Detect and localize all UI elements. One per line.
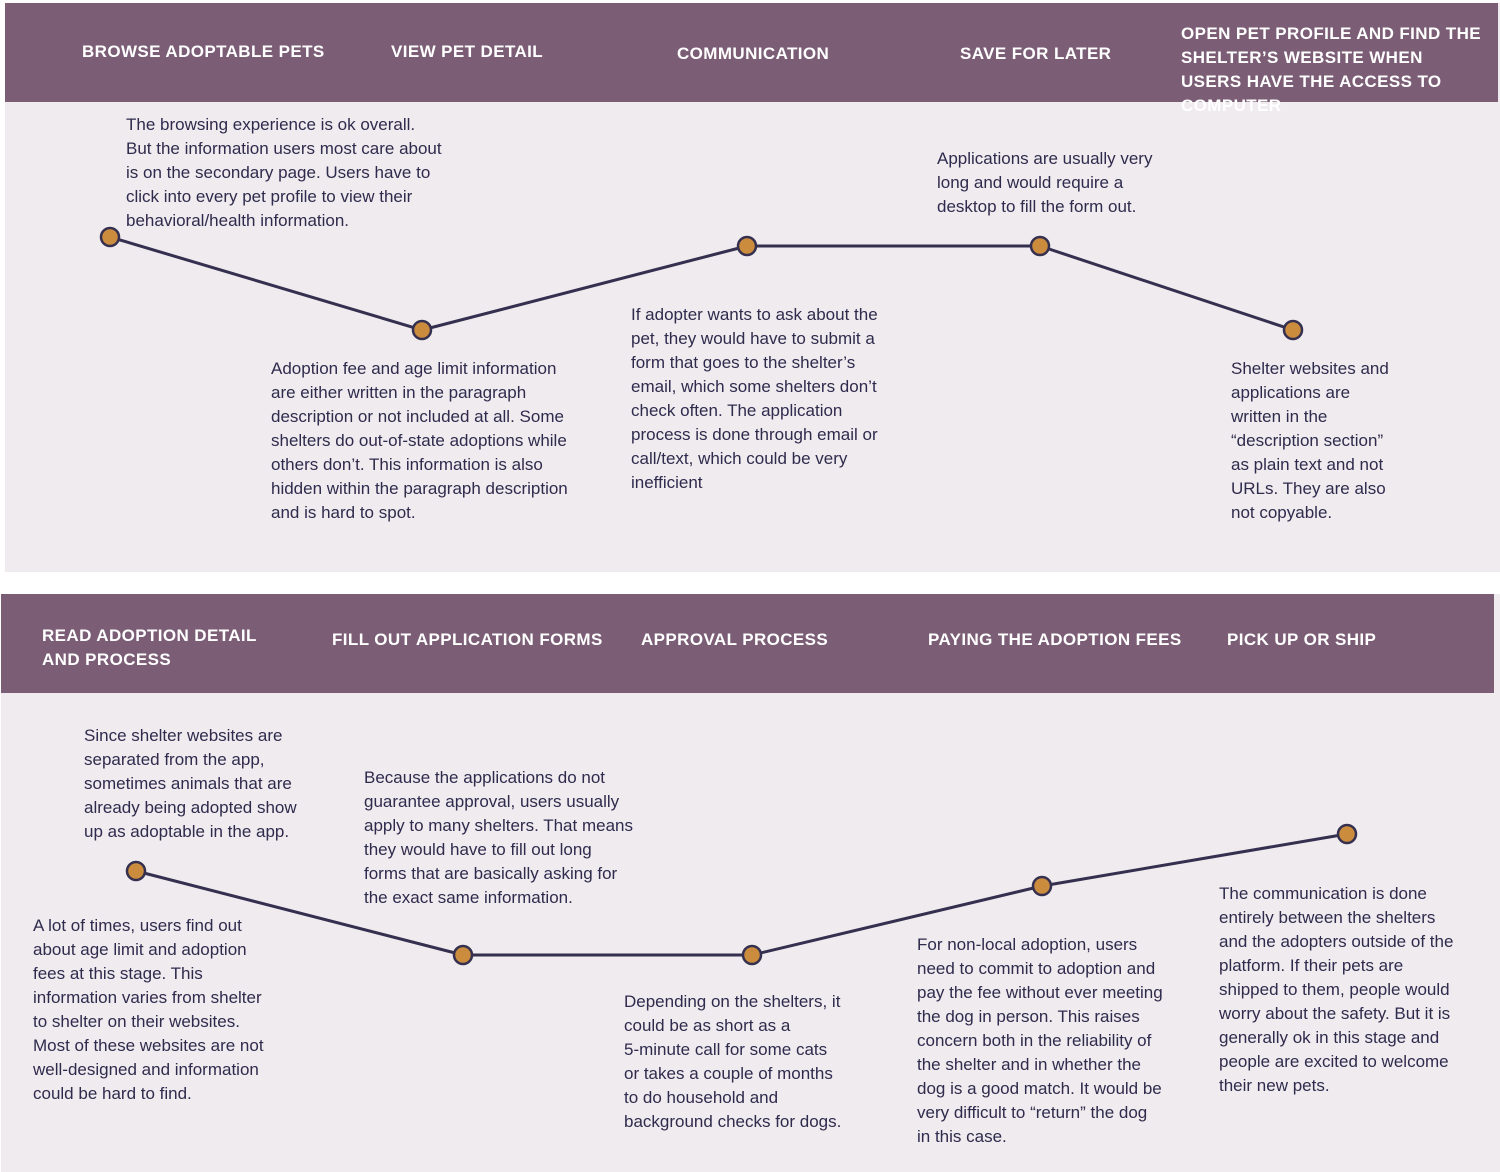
stage-open-pet-profile: OPEN PET PROFILE AND FIND THE SHELTER’S …	[1181, 24, 1481, 115]
stage-point-read-detail	[125, 860, 147, 882]
stage-point-communication	[736, 235, 758, 257]
stage-read-adoption-detail: READ ADOPTION DETAIL AND PROCESS	[42, 626, 257, 669]
note-browse: The browsing experience is ok overall. B…	[126, 115, 442, 230]
stage-save-for-later: SAVE FOR LATER	[960, 44, 1112, 63]
stage-point-pick-up-ship	[1336, 823, 1358, 845]
stage-approval-process: APPROVAL PROCESS	[641, 630, 829, 649]
note-open-pet-profile: Shelter websites and applications are wr…	[1231, 359, 1389, 522]
stage-header-bottom	[1, 594, 1494, 693]
note-approval: Depending on the shelters, it could be a…	[624, 992, 842, 1131]
note-communication: If adopter wants to ask about the pet, t…	[631, 305, 878, 492]
stage-point-browse	[99, 226, 121, 248]
note-paying-fees: For non-local adoption, users need to co…	[917, 935, 1163, 1146]
curve-segment	[135, 869, 464, 957]
curve-segment	[1039, 244, 1294, 332]
note-pick-up-ship: The communication is done entirely betwe…	[1219, 884, 1454, 1095]
note-save-for-later: Applications are usually very long and w…	[937, 149, 1153, 216]
curve-segment	[421, 244, 748, 332]
note-read-detail-bottom: A lot of times, users find out about age…	[33, 916, 264, 1103]
stage-point-approval	[741, 944, 763, 966]
stage-view-pet-detail: VIEW PET DETAIL	[391, 42, 544, 61]
curve-segment	[109, 235, 423, 332]
stage-header-top	[5, 3, 1498, 102]
stage-point-view-detail	[411, 319, 433, 341]
stage-point-save-for-later	[1029, 235, 1051, 257]
stage-point-open-profile	[1282, 319, 1304, 341]
stage-point-fill-forms	[452, 944, 474, 966]
curve-segment	[751, 884, 1043, 957]
stage-fill-out-application-forms: FILL OUT APPLICATION FORMS	[332, 630, 603, 649]
stage-communication: COMMUNICATION	[677, 44, 830, 63]
stage-paying-adoption-fees: PAYING THE ADOPTION FEES	[928, 630, 1182, 649]
note-view-pet-detail: Adoption fee and age limit information a…	[271, 359, 568, 522]
stage-pick-up-or-ship: PICK UP OR SHIP	[1227, 630, 1377, 649]
stage-browse-adoptable-pets: BROWSE ADOPTABLE PETS	[82, 42, 325, 61]
note-fill-forms: Because the applications do not guarante…	[364, 768, 633, 907]
note-read-detail-top: Since shelter websites are separated fro…	[84, 726, 297, 841]
stage-point-paying-fees	[1031, 875, 1053, 897]
curve-segment	[1041, 832, 1348, 888]
